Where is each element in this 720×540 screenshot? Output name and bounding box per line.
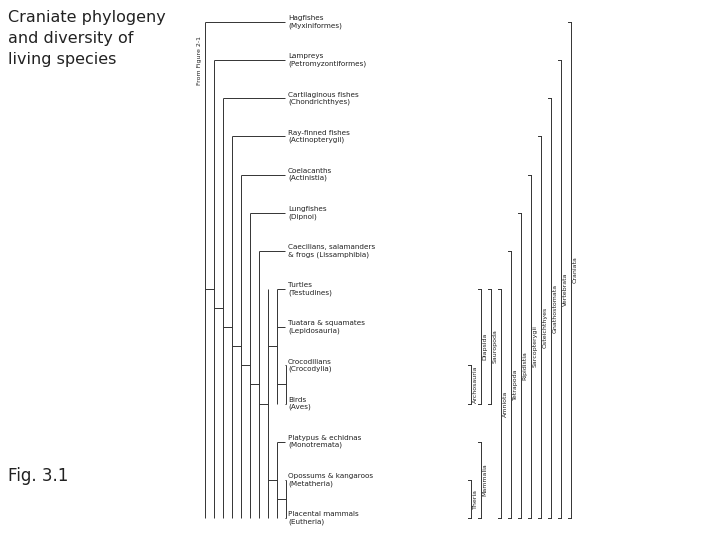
Text: Turtles
(Testudines): Turtles (Testudines) <box>288 282 332 296</box>
Text: Archosauria: Archosauria <box>472 366 477 403</box>
Text: Opossums & kangaroos
(Metatheria): Opossums & kangaroos (Metatheria) <box>288 473 373 487</box>
Text: Placental mammals
(Eutheria): Placental mammals (Eutheria) <box>288 511 359 525</box>
Text: Sauropoda: Sauropoda <box>492 329 498 363</box>
Text: Vertebrata: Vertebrata <box>562 272 567 306</box>
Text: Coelacanths
(Actinistia): Coelacanths (Actinistia) <box>288 168 332 181</box>
Text: Fig. 3.1: Fig. 3.1 <box>8 467 68 485</box>
Text: Gnathostomata: Gnathostomata <box>552 284 557 333</box>
Text: Mammalia: Mammalia <box>482 463 487 496</box>
Text: Crocodilians
(Crocodylia): Crocodilians (Crocodylia) <box>288 359 332 372</box>
Text: Theria: Theria <box>472 489 477 509</box>
Text: Amniota: Amniota <box>503 390 508 417</box>
Text: Lungfishes
(Dipnoi): Lungfishes (Dipnoi) <box>288 206 327 220</box>
Text: Lampreys
(Petromyzontiformes): Lampreys (Petromyzontiformes) <box>288 53 366 67</box>
Text: Ripidistia: Ripidistia <box>523 351 528 380</box>
Text: Platypus & echidnas
(Monotremata): Platypus & echidnas (Monotremata) <box>288 435 361 448</box>
Text: Birds
(Aves): Birds (Aves) <box>288 397 311 410</box>
Text: Cartilaginous fishes
(Chondrichthyes): Cartilaginous fishes (Chondrichthyes) <box>288 92 359 105</box>
Text: From Figure 2-1: From Figure 2-1 <box>197 36 202 85</box>
Text: Osteichthyes: Osteichthyes <box>542 307 547 348</box>
Text: Craniate phylogeny
and diversity of
living species: Craniate phylogeny and diversity of livi… <box>8 10 166 67</box>
Text: Diapsida: Diapsida <box>482 333 487 360</box>
Text: Ray-finned fishes
(Actinopterygii): Ray-finned fishes (Actinopterygii) <box>288 130 350 143</box>
Text: Craniata: Craniata <box>572 256 577 284</box>
Text: Tetrapoda: Tetrapoda <box>513 369 518 400</box>
Text: Tuatara & squamates
(Lepidosauria): Tuatara & squamates (Lepidosauria) <box>288 320 365 334</box>
Text: Caecilians, salamanders
& frogs (Lissamphibia): Caecilians, salamanders & frogs (Lissamp… <box>288 244 375 258</box>
Text: Sarcopterygii: Sarcopterygii <box>533 326 538 367</box>
Text: Hagfishes
(Myxiniformes): Hagfishes (Myxiniformes) <box>288 15 342 29</box>
